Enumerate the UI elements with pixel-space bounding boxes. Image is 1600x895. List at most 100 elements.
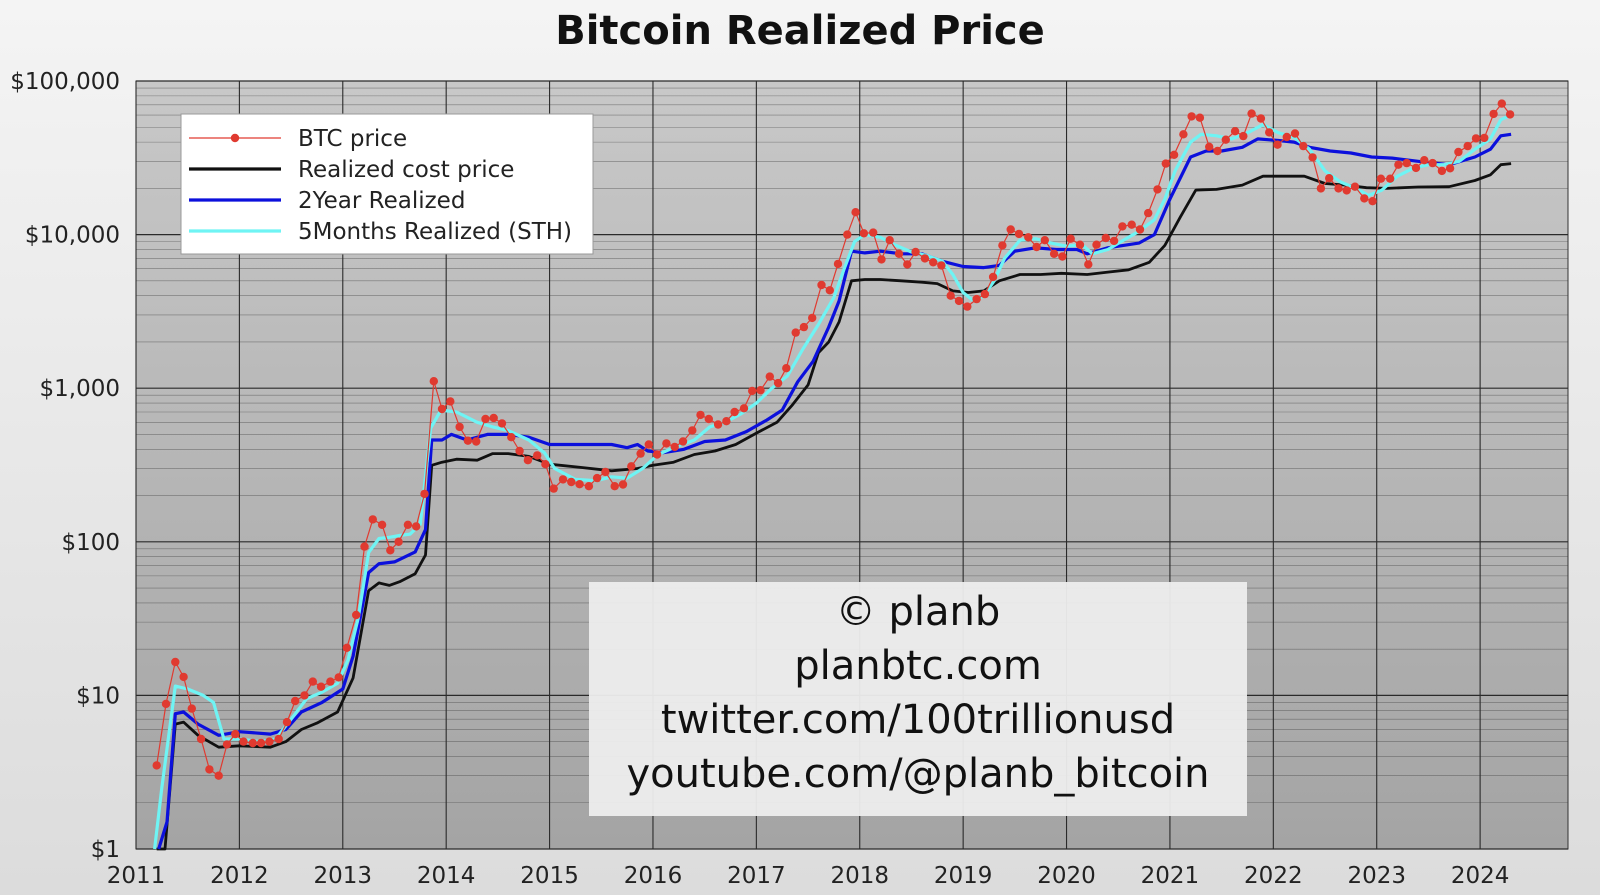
- btc-price-point: [248, 738, 257, 748]
- btc-price-point: [713, 420, 723, 429]
- btc-price-point: [885, 236, 894, 245]
- btc-price-point: [739, 404, 749, 413]
- y-tick-label: $1: [91, 837, 120, 863]
- btc-price-point: [326, 677, 335, 686]
- btc-price-point: [300, 691, 309, 700]
- btc-price-point: [515, 446, 524, 456]
- btc-price-point: [429, 377, 438, 386]
- btc-price-point: [963, 302, 972, 311]
- btc-price-point: [308, 677, 317, 686]
- btc-price-point: [920, 254, 930, 263]
- btc-price-point: [1135, 225, 1145, 234]
- legend-label: Realized cost price: [298, 157, 514, 183]
- y-axis: $1 $10 $100 $1,000 $10,000 $100,000: [10, 69, 120, 863]
- x-tick-label: 2016: [624, 863, 683, 889]
- btc-price-point: [1101, 233, 1111, 243]
- btc-price-point: [1109, 236, 1119, 246]
- btc-price-point: [1325, 174, 1334, 183]
- btc-price-point: [722, 417, 731, 426]
- btc-price-point: [533, 451, 542, 460]
- btc-price-point: [412, 522, 421, 531]
- btc-price-point: [825, 286, 834, 295]
- btc-price-point: [799, 322, 809, 332]
- btc-price-point: [851, 208, 860, 217]
- series-line: [157, 132, 1512, 850]
- btc-price-point: [205, 765, 214, 774]
- btc-price-point: [1144, 208, 1153, 218]
- x-tick-label: 2014: [417, 863, 476, 889]
- btc-price-point: [152, 761, 161, 770]
- btc-price-point: [1376, 174, 1386, 183]
- btc-price-point: [903, 260, 912, 269]
- btc-price-point: [1024, 233, 1033, 242]
- btc-price-point: [1402, 158, 1411, 168]
- btc-price-point: [1014, 229, 1024, 239]
- btc-price-point: [1282, 132, 1292, 142]
- y-tick-label: $1,000: [40, 376, 120, 402]
- series-btc-price: [152, 99, 1515, 780]
- btc-price-point: [1316, 184, 1326, 193]
- btc-price-point: [1187, 112, 1196, 121]
- chart-title: Bitcoin Realized Price: [555, 8, 1045, 54]
- series-5months-realized-sth: [153, 113, 1512, 850]
- legend-marker: [230, 133, 240, 143]
- btc-price-point: [972, 294, 981, 304]
- btc-price-point: [782, 364, 791, 373]
- btc-price-point: [946, 291, 955, 300]
- btc-price-point: [670, 442, 679, 452]
- btc-price-point: [420, 489, 429, 499]
- btc-price-point: [1040, 236, 1050, 245]
- x-tick-label: 2011: [107, 863, 166, 889]
- btc-price-point: [954, 296, 964, 306]
- btc-price-point: [222, 740, 232, 749]
- btc-price-point: [1179, 130, 1188, 139]
- btc-price-point: [352, 610, 361, 620]
- btc-price-point: [1221, 135, 1231, 144]
- btc-price-point: [1386, 174, 1395, 183]
- btc-price-point: [489, 413, 498, 423]
- btc-price-point: [386, 546, 395, 555]
- btc-price-point: [455, 422, 464, 432]
- btc-price-point: [1127, 220, 1136, 229]
- btc-price-point: [859, 229, 869, 238]
- btc-price-point: [817, 280, 826, 290]
- btc-price-point: [403, 520, 413, 529]
- series-realized-cost-price: [156, 162, 1512, 851]
- series-line: [156, 162, 1512, 851]
- btc-price-point: [1290, 129, 1300, 138]
- btc-price-point: [187, 704, 196, 713]
- btc-price-point: [282, 717, 292, 727]
- btc-price-point: [196, 734, 206, 744]
- btc-price-point: [1299, 141, 1308, 151]
- btc-price-point: [756, 386, 765, 395]
- btc-price-point: [1247, 109, 1256, 118]
- btc-price-point: [214, 771, 223, 780]
- btc-price-point: [1463, 141, 1472, 151]
- x-tick-label: 2015: [520, 863, 579, 889]
- btc-price-point: [1428, 158, 1437, 168]
- btc-price-point: [1334, 184, 1343, 193]
- btc-price-point: [1118, 222, 1127, 231]
- btc-price-point: [1411, 163, 1421, 173]
- btc-price-point: [1471, 134, 1481, 143]
- series-2year-realized: [157, 132, 1512, 850]
- btc-price-point: [1213, 146, 1222, 156]
- btc-price-point: [843, 230, 852, 239]
- legend: BTC price Realized cost price 2Year Realiz…: [180, 113, 594, 255]
- btc-price-point: [1084, 260, 1093, 269]
- series-line: [153, 113, 1512, 850]
- btc-price-point: [1195, 113, 1205, 122]
- copyright-annotation: © planb planbtc.com twitter.com/100trillio…: [589, 582, 1247, 816]
- btc-price-point: [1480, 133, 1489, 143]
- btc-price-point: [688, 426, 697, 435]
- btc-price-point: [748, 386, 757, 396]
- btc-price-point: [472, 437, 481, 446]
- btc-price-point: [179, 672, 188, 682]
- btc-price-point: [1360, 194, 1369, 203]
- btc-price-point: [1153, 185, 1162, 194]
- btc-price-point: [1256, 114, 1266, 123]
- btc-price-point: [678, 437, 688, 446]
- btc-price-point: [1273, 140, 1282, 149]
- btc-price-point: [1169, 150, 1179, 159]
